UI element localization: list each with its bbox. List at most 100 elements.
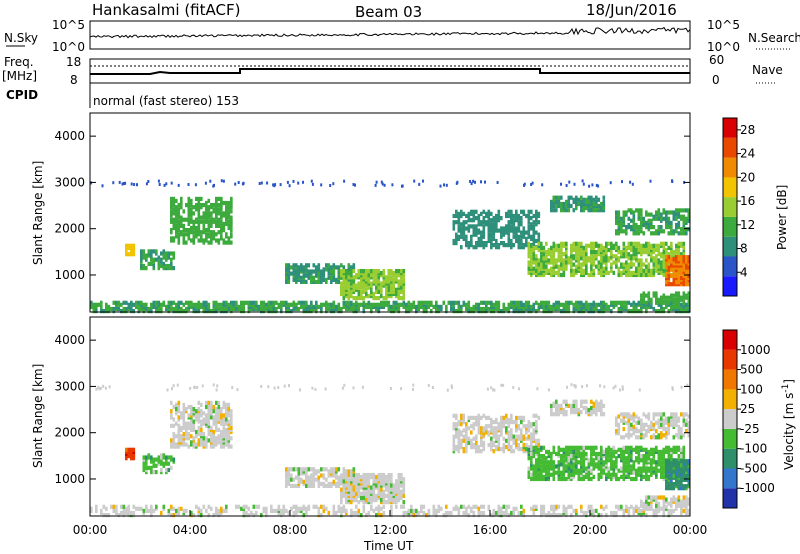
heatmap-cell [258,182,261,185]
heatmap-cell [217,196,221,201]
heatmap-cell [605,270,608,275]
heatmap-cell [667,265,671,270]
heatmap-cell [150,459,153,464]
heatmap-cell [172,200,176,206]
nsearch-label: N.Search [748,31,800,45]
heatmap-cell [205,309,208,314]
heatmap-cell [510,428,513,433]
heatmap-cell [455,445,458,450]
heatmap-cell [635,252,638,257]
heatmap-cell [520,447,523,452]
heatmap-cell [672,229,676,234]
heatmap-cell [125,506,128,511]
heatmap-cell [272,183,275,187]
heatmap-cell [470,438,473,443]
heatmap-cell [500,216,503,221]
heatmap-cell [632,447,636,452]
heatmap-cell [682,508,686,513]
heatmap-cell [680,302,683,307]
heatmap-cell [550,245,553,250]
heatmap-cell [629,180,632,184]
heatmap-cell [497,216,501,221]
heatmap-cell [500,415,503,420]
heatmap-cell [340,506,343,511]
heatmap-cell [112,300,116,305]
heatmap-cell [520,230,523,235]
heatmap-cell [632,506,636,511]
heatmap-cell [637,258,641,263]
heatmap-cell [507,213,511,219]
heatmap-cell [312,467,316,472]
heatmap-cell [177,219,181,224]
heatmap-cell [412,304,416,309]
heatmap-cell [652,466,656,471]
heatmap-cell [347,263,351,268]
heatmap-cell [197,228,201,233]
heatmap-cell [535,222,538,227]
heatmap-cell [617,504,621,509]
heatmap-cell [607,466,611,471]
heatmap-cell [380,271,383,276]
heatmap-cell [662,268,666,273]
heatmap-cell [452,226,456,231]
heatmap-cell [367,473,371,478]
heatmap-cell [572,508,576,513]
nave-label: Nave [752,63,783,77]
heatmap-cell [527,228,531,233]
heatmap-cell [342,271,346,276]
heatmap-cell [602,208,606,213]
heatmap-cell [212,404,216,410]
heatmap-cell [170,306,173,312]
heatmap-cell [432,510,436,516]
heatmap-cell [462,434,466,439]
heatmap-cell [480,504,483,509]
heatmap-cell [167,263,171,269]
heatmap-cell [197,407,201,412]
heatmap-cell [665,304,668,309]
heatmap-cell [325,277,328,282]
heatmap-cell [130,252,133,257]
heatmap-cell [600,300,603,305]
heatmap-cell [147,508,151,513]
heatmap-cell [160,453,163,458]
heatmap-cell [230,217,233,222]
heatmap-cell [325,263,328,268]
heatmap-cell [352,467,356,472]
heatmap-cell [322,467,326,472]
heatmap-cell [480,211,483,216]
heatmap-cell [517,415,521,420]
heatmap-cell [520,300,523,305]
heatmap-cell [632,210,636,215]
heatmap-cell [605,262,608,267]
heatmap-cell [610,476,613,482]
heatmap-cell [490,241,493,246]
heatmap-cell [279,183,282,187]
heatmap-cell [572,247,576,253]
heatmap-cell [255,300,258,305]
heatmap-cell [367,285,371,290]
heatmap-cell [282,504,286,509]
heatmap-cell [487,216,491,221]
heatmap-cell [445,304,448,309]
heatmap-cell [602,195,606,200]
heatmap-cell [180,230,183,235]
heatmap-cell [265,306,268,312]
heatmap-cell [242,181,245,185]
heatmap-cell [467,309,471,314]
heatmap-cell [132,504,136,509]
heatmap-cell [125,306,128,312]
heatmap-cell [340,473,343,478]
heatmap-cell [517,228,521,233]
heatmap-cell [480,442,483,448]
heatmap-cell [602,449,606,454]
heatmap-cell [217,238,221,243]
heatmap-cell [662,513,666,518]
heatmap-cell [470,224,473,229]
heatmap-cell [162,261,166,266]
heatmap-cell [220,228,223,233]
heatmap-cell [485,220,488,225]
heatmap-cell [365,498,368,503]
heatmap-cell [370,473,373,478]
heatmap-cell [585,510,588,516]
heatmap-cell [587,458,591,463]
